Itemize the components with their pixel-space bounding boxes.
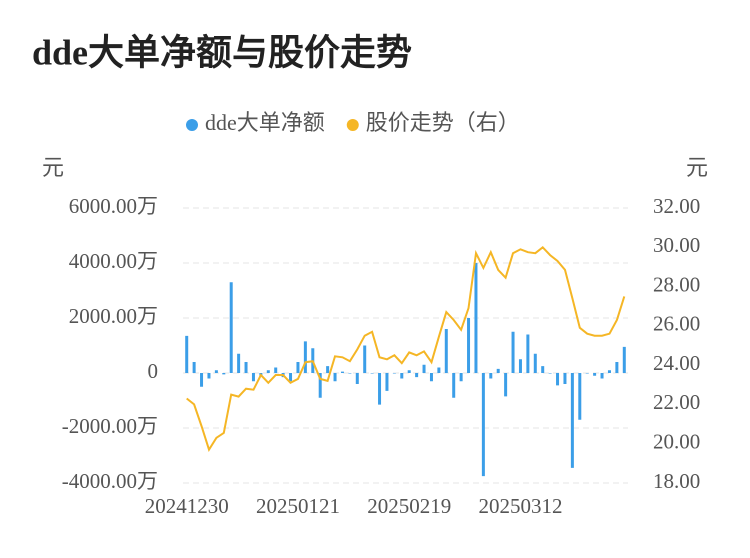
bar (400, 373, 404, 379)
bar (385, 373, 389, 391)
bar (474, 263, 478, 373)
y-tick-label: -2000.00万 (62, 414, 158, 438)
bar (556, 373, 560, 386)
bar (593, 373, 597, 376)
bar (496, 368, 500, 373)
bar (622, 346, 626, 373)
bar (437, 367, 441, 373)
y2-tick-label: 26.00 (653, 312, 700, 336)
y2-tick-label: 24.00 (653, 351, 700, 375)
bar (444, 329, 448, 373)
y2-axis-label: 元 (686, 155, 708, 180)
bar (318, 373, 322, 398)
bar (526, 334, 530, 373)
bar (289, 373, 293, 382)
bar (518, 359, 522, 373)
y2-tick-label: 22.00 (653, 390, 700, 414)
y2-tick-label: 20.00 (653, 430, 700, 454)
bar (333, 373, 337, 382)
bar (392, 373, 396, 374)
bar (370, 373, 374, 374)
bar (578, 373, 582, 420)
price-line (186, 245, 626, 452)
y2-tick-label: 30.00 (653, 233, 700, 257)
bar (533, 353, 537, 373)
bar (504, 373, 508, 397)
bar (237, 353, 241, 373)
bar (348, 373, 352, 374)
legend-marker (346, 119, 359, 131)
bar (340, 371, 344, 373)
legend-marker (186, 119, 198, 131)
bar (363, 345, 367, 373)
bar (222, 373, 226, 375)
chart-title: dde大单净额与股价走势 (32, 32, 412, 72)
bar (200, 373, 204, 387)
y-axis-label: 元 (42, 155, 64, 180)
y2-tick-label: 18.00 (653, 469, 700, 493)
bar (563, 373, 567, 384)
legend-label: 股价走势（右） (366, 110, 520, 135)
bar (429, 373, 433, 382)
bar (251, 373, 255, 382)
bar (266, 370, 270, 373)
bar (229, 282, 233, 373)
bar (615, 362, 619, 373)
bar (244, 362, 248, 373)
bar (214, 370, 218, 373)
bar (467, 318, 471, 373)
y-tick-label: -4000.00万 (62, 469, 158, 493)
bar (489, 373, 493, 379)
bar (570, 373, 574, 468)
bar (355, 373, 359, 384)
bar (274, 367, 278, 373)
y-tick-label: 0 (148, 359, 159, 383)
bar (378, 373, 382, 405)
bar (585, 373, 589, 374)
bar (422, 364, 426, 373)
y-tick-label: 2000.00万 (69, 304, 158, 328)
y-tick-label: 6000.00万 (69, 194, 158, 218)
bar (600, 373, 604, 379)
bar (548, 373, 552, 374)
bar (541, 366, 545, 373)
y2-tick-label: 32.00 (653, 194, 700, 218)
bar (511, 331, 515, 373)
bar (207, 373, 211, 379)
x-tick-label: 20250312 (478, 494, 562, 518)
x-tick-label: 20250219 (367, 494, 451, 518)
bar (452, 373, 456, 398)
x-tick-label: 20250121 (256, 494, 340, 518)
bar (296, 362, 300, 373)
y2-tick-label: 28.00 (653, 272, 700, 296)
x-tick-label: 20241230 (145, 494, 229, 518)
bar (326, 366, 330, 373)
bar (192, 362, 196, 373)
bar (185, 335, 189, 373)
bar (415, 373, 419, 378)
legend-label: dde大单净额 (205, 110, 325, 135)
bar (303, 341, 307, 373)
y-tick-label: 4000.00万 (69, 249, 158, 273)
bar (607, 370, 611, 373)
bar (407, 370, 411, 373)
bar (459, 373, 463, 382)
bar (481, 373, 485, 477)
